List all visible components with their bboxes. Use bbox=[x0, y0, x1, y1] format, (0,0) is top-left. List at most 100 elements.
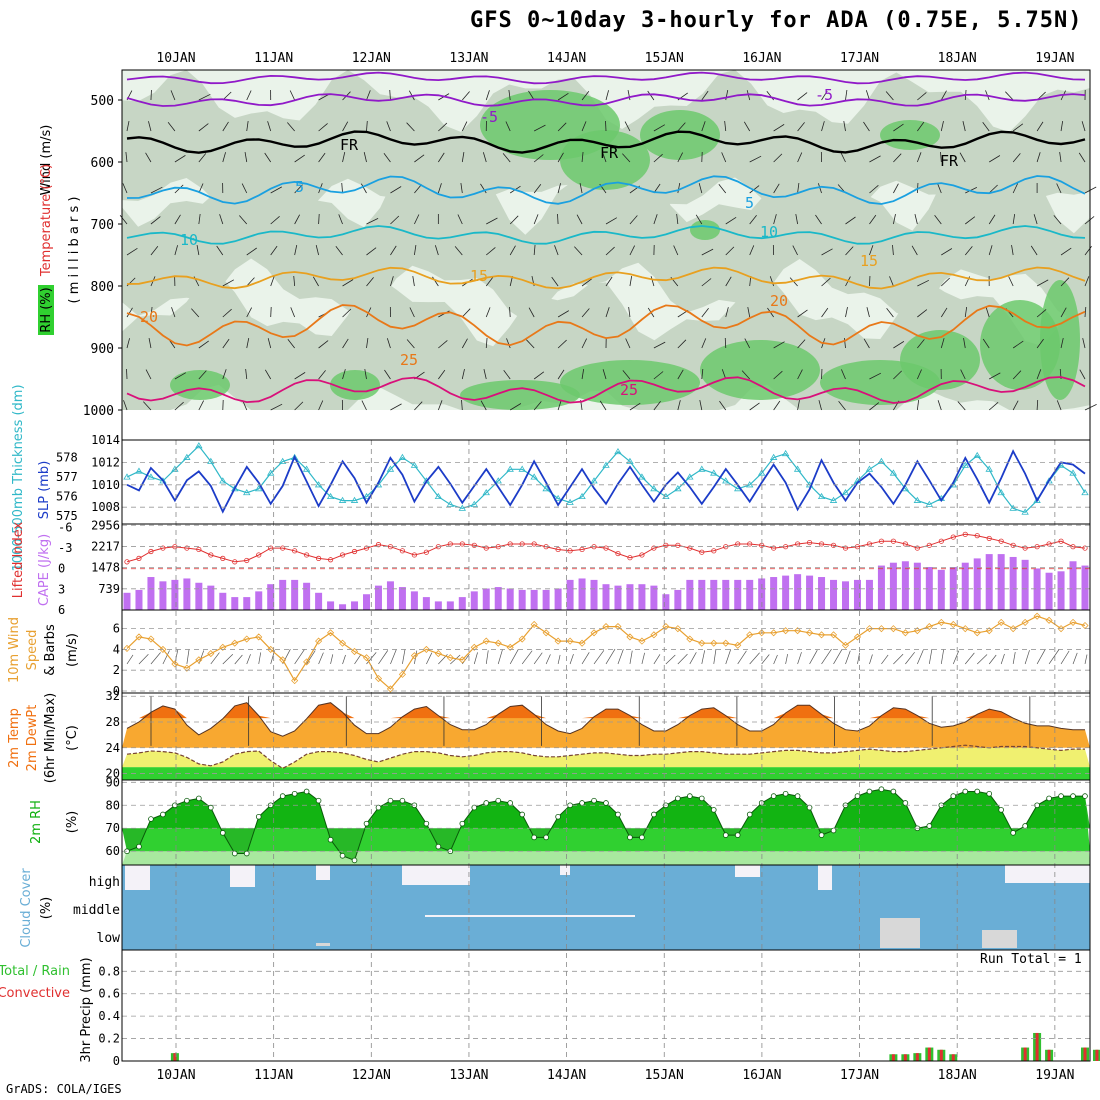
contour-label: -5 bbox=[815, 86, 833, 104]
wind-barb bbox=[526, 339, 535, 349]
lifted-index-point bbox=[878, 538, 885, 544]
date-label-bottom: 12JAN bbox=[352, 1068, 391, 1083]
wind-barb bbox=[677, 339, 687, 349]
wind-barb bbox=[982, 338, 990, 349]
wind-barb bbox=[989, 372, 1001, 380]
wind10-label-d: (m/s) bbox=[65, 633, 80, 667]
wind-barb bbox=[290, 307, 296, 318]
cape-bar bbox=[231, 597, 239, 610]
rh-point bbox=[615, 811, 621, 818]
cape-bar bbox=[494, 587, 502, 610]
wind-speed-point bbox=[255, 633, 263, 641]
wind-barb bbox=[216, 245, 224, 256]
thickness-point bbox=[817, 492, 826, 500]
wind-barb bbox=[318, 152, 326, 163]
wind-barb bbox=[622, 153, 631, 163]
cape-bar bbox=[818, 577, 826, 610]
wind-barb bbox=[917, 121, 925, 132]
rh-point bbox=[950, 793, 957, 799]
thickness-point bbox=[674, 485, 682, 492]
wind-barb-10m bbox=[569, 654, 574, 665]
cape-bar bbox=[171, 579, 179, 610]
wind-barb bbox=[1030, 245, 1038, 256]
date-label-bottom: 14JAN bbox=[547, 1068, 586, 1083]
wind-speed-point bbox=[806, 629, 814, 637]
wind-barb bbox=[174, 184, 184, 194]
precip-conv-bar bbox=[1083, 1047, 1087, 1061]
wind-barb bbox=[725, 216, 737, 225]
wind-barb-10m bbox=[641, 652, 645, 665]
wind-barb-10m bbox=[701, 650, 706, 665]
wind-barb bbox=[893, 370, 902, 380]
wind-barb bbox=[699, 400, 703, 411]
cape-bar bbox=[291, 579, 299, 610]
lifted-index-point bbox=[651, 545, 657, 551]
wind-barb bbox=[747, 307, 751, 318]
rh-point bbox=[184, 797, 190, 804]
wind-barb bbox=[533, 124, 546, 132]
below-ground bbox=[122, 410, 1090, 440]
lifted-index-point bbox=[579, 546, 585, 553]
cape-bar bbox=[698, 579, 706, 610]
wind-barb bbox=[581, 151, 584, 163]
rh-point bbox=[770, 793, 777, 799]
wind-barb bbox=[461, 338, 468, 349]
thickness-point bbox=[362, 492, 371, 500]
lifted-index-point bbox=[148, 548, 154, 555]
wind-barb bbox=[264, 152, 272, 163]
cape-bar bbox=[1033, 568, 1041, 610]
wind-barb bbox=[148, 121, 152, 132]
contour-label: FR bbox=[600, 144, 619, 162]
wind-speed-point bbox=[494, 639, 502, 647]
cape-bar bbox=[1069, 561, 1077, 610]
wind-barb bbox=[917, 279, 930, 287]
wind-barb bbox=[366, 90, 371, 101]
wind-barb-10m bbox=[988, 654, 997, 665]
wind-barb bbox=[988, 245, 993, 256]
wind-barb bbox=[840, 152, 846, 163]
wind-barb bbox=[557, 183, 561, 194]
cape-bar bbox=[410, 591, 418, 610]
wind-barb bbox=[769, 276, 775, 287]
rh-point bbox=[962, 788, 969, 795]
wind-barb bbox=[960, 369, 966, 380]
wind-barb bbox=[294, 372, 306, 380]
rh-high-patch bbox=[460, 380, 580, 410]
wind-speed-point bbox=[937, 618, 945, 626]
wind-barb-10m bbox=[773, 654, 778, 665]
lifted-index-point bbox=[292, 548, 298, 554]
wind-barb bbox=[869, 372, 882, 380]
wind-barb bbox=[701, 278, 712, 287]
wind-barb bbox=[676, 213, 679, 225]
thickness-point bbox=[183, 453, 191, 460]
rh-high-patch bbox=[640, 110, 720, 160]
wind-barb bbox=[438, 369, 446, 380]
wind-barb bbox=[773, 153, 783, 163]
wind-speed-point bbox=[123, 644, 131, 652]
wind-barb bbox=[602, 152, 607, 163]
wind-barb bbox=[293, 275, 296, 287]
wind-speed-point bbox=[315, 637, 323, 645]
wind-barb bbox=[174, 401, 184, 411]
rh-point bbox=[208, 804, 214, 811]
precip-total-label: Total / Rain bbox=[0, 964, 70, 979]
rh-tick: 80 bbox=[106, 798, 120, 812]
wind-barb-10m bbox=[186, 649, 190, 665]
cape-bar bbox=[123, 592, 131, 610]
cape-bar bbox=[626, 584, 634, 610]
wind-barb bbox=[725, 276, 732, 287]
wind-barb bbox=[366, 277, 374, 287]
wind-speed-point bbox=[482, 637, 490, 645]
thickness-point bbox=[626, 457, 634, 464]
rh-point bbox=[926, 823, 933, 829]
wind-barb bbox=[818, 400, 822, 411]
cloud-low-label: low bbox=[97, 931, 121, 946]
thickness-point bbox=[338, 496, 347, 503]
wind-barb bbox=[605, 307, 610, 318]
lifted-index-point bbox=[280, 545, 286, 551]
cape-bar bbox=[877, 565, 885, 610]
wind-barb bbox=[914, 214, 918, 225]
rh-point bbox=[734, 832, 741, 838]
wind-barb bbox=[294, 184, 303, 194]
lifted-index-point bbox=[160, 545, 166, 551]
